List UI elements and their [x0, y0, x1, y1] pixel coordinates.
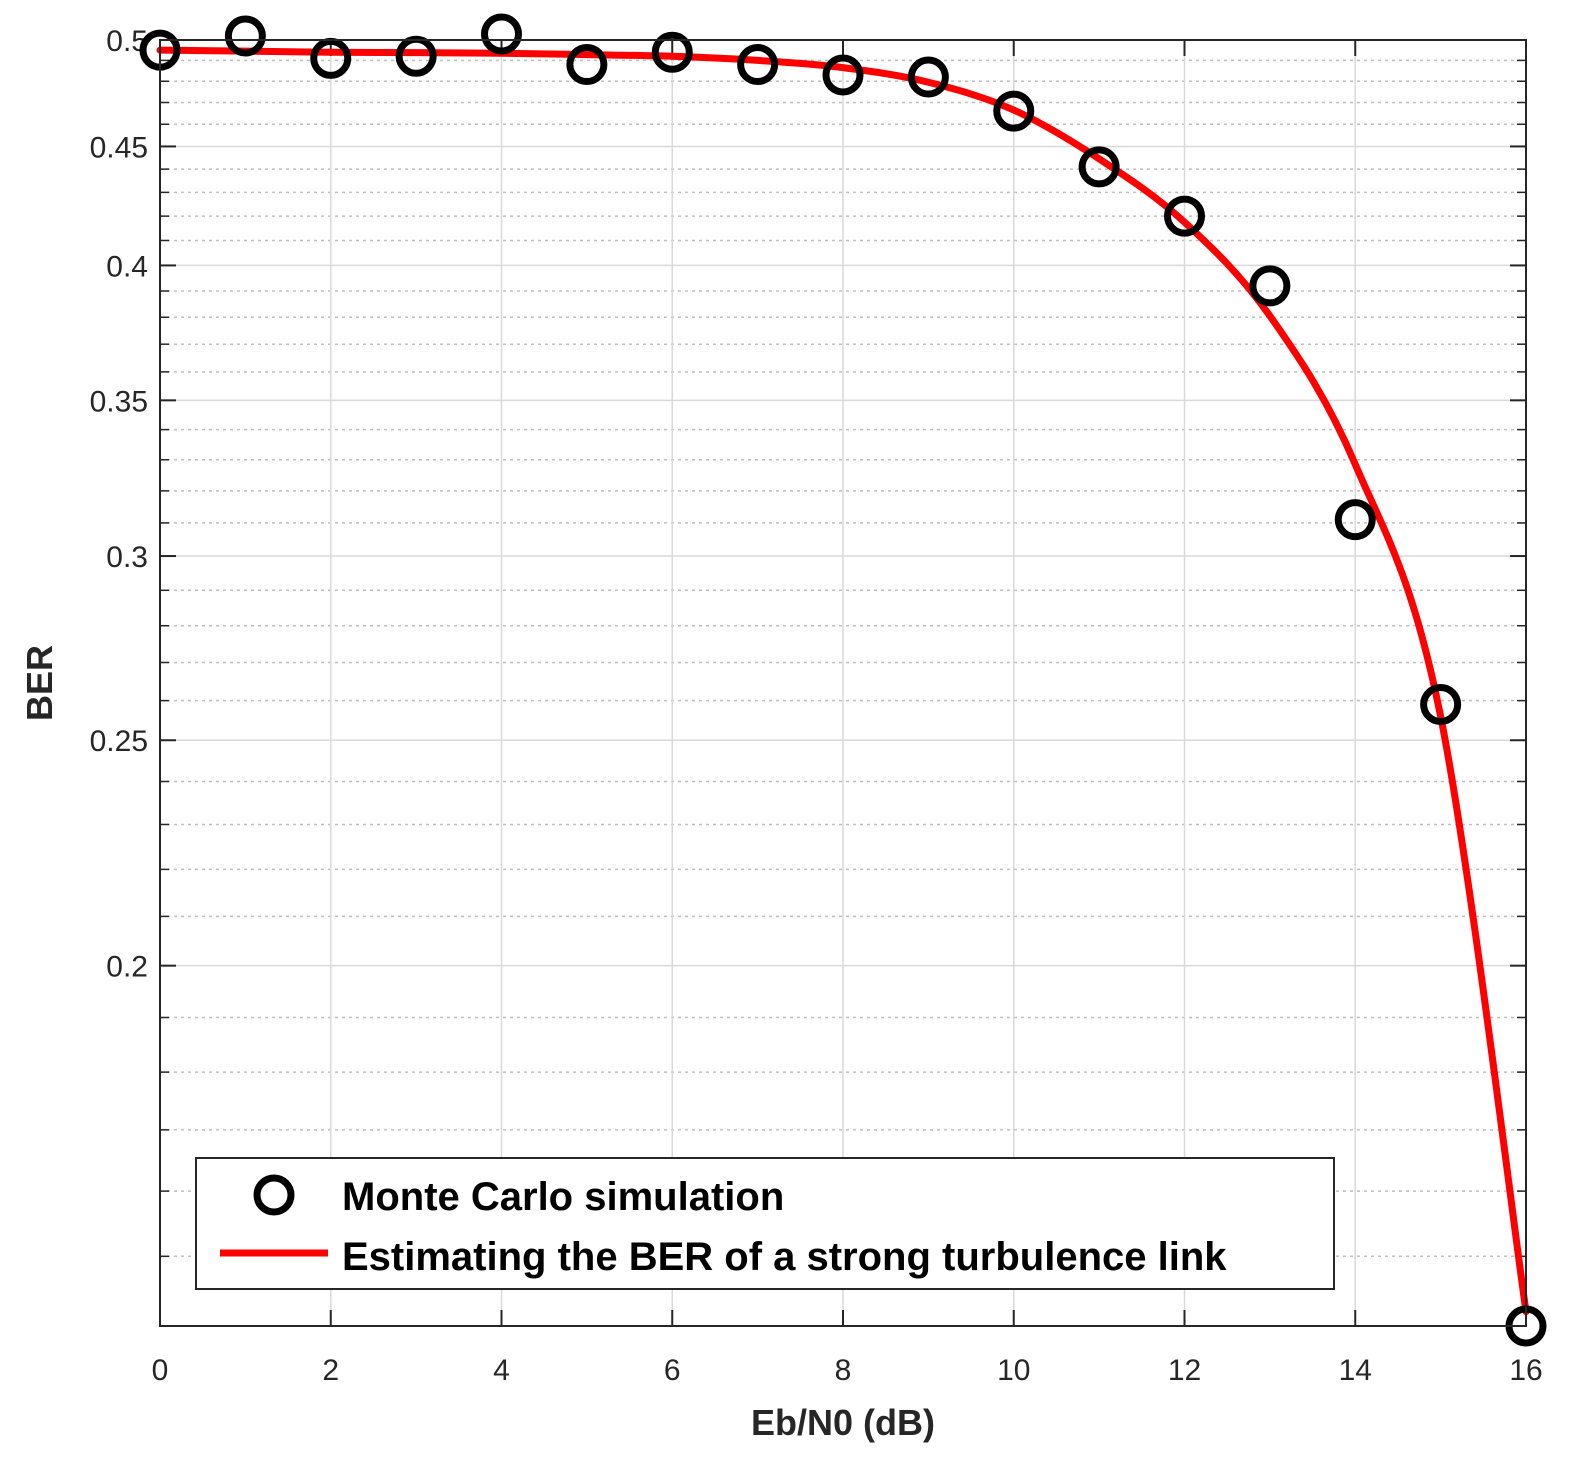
- x-tick-label: 14: [1339, 1354, 1372, 1387]
- y-axis-label: BER: [19, 645, 60, 721]
- monte-carlo-point: [1334, 499, 1376, 541]
- x-tick-label: 10: [997, 1354, 1030, 1387]
- series-layer: [139, 13, 1547, 1347]
- monte-carlo-point: [1420, 684, 1462, 726]
- x-tick-label: 12: [1168, 1354, 1201, 1387]
- x-axis-label: Eb/N0 (dB): [751, 1402, 935, 1443]
- monte-carlo-point: [1164, 195, 1205, 237]
- x-tick-label: 8: [835, 1354, 852, 1387]
- x-tick-labels: 0 2 4 6 8 10 12 14 16: [152, 1354, 1543, 1387]
- monte-carlo-point: [1249, 265, 1291, 307]
- monte-carlo-point: [1078, 146, 1120, 188]
- legend: Monte Carlo simulation Estimating the BE…: [195, 1157, 1335, 1290]
- y-tick-label: 0.4: [106, 250, 148, 283]
- x-tick-label: 2: [322, 1354, 339, 1387]
- x-tick-label: 6: [664, 1354, 681, 1387]
- legend-marker-circle-icon: [253, 1174, 295, 1216]
- monte-carlo-point: [224, 15, 266, 57]
- monte-carlo-point: [310, 37, 352, 79]
- y-tick-label: 0.25: [90, 725, 148, 758]
- monte-carlo-point: [737, 44, 779, 86]
- y-tick-label: 0.35: [90, 385, 148, 418]
- plot-frame: [159, 39, 1527, 1327]
- legend-label-monte-carlo: Monte Carlo simulation: [342, 1175, 784, 1219]
- y-tick-label: 0.3: [106, 541, 148, 574]
- x-tick-label: 0: [152, 1354, 169, 1387]
- monte-carlo-point: [993, 90, 1035, 132]
- legend-label-estimate: Estimating the BER of a strong turbulenc…: [342, 1235, 1227, 1279]
- x-tick-label: 4: [493, 1354, 510, 1387]
- monte-carlo-point: [566, 44, 608, 86]
- x-tick-label: 16: [1509, 1354, 1542, 1387]
- monte-carlo-point: [822, 54, 864, 96]
- monte-carlo-point: [651, 31, 693, 73]
- monte-carlo-point: [481, 13, 522, 55]
- y-tick-labels: 0.20.250.30.350.40.450.5: [90, 25, 148, 984]
- monte-carlo-point: [907, 56, 949, 98]
- y-tick-label: 0.2: [106, 951, 148, 984]
- legend-box: [195, 1157, 1335, 1290]
- y-tick-label: 0.45: [90, 131, 148, 164]
